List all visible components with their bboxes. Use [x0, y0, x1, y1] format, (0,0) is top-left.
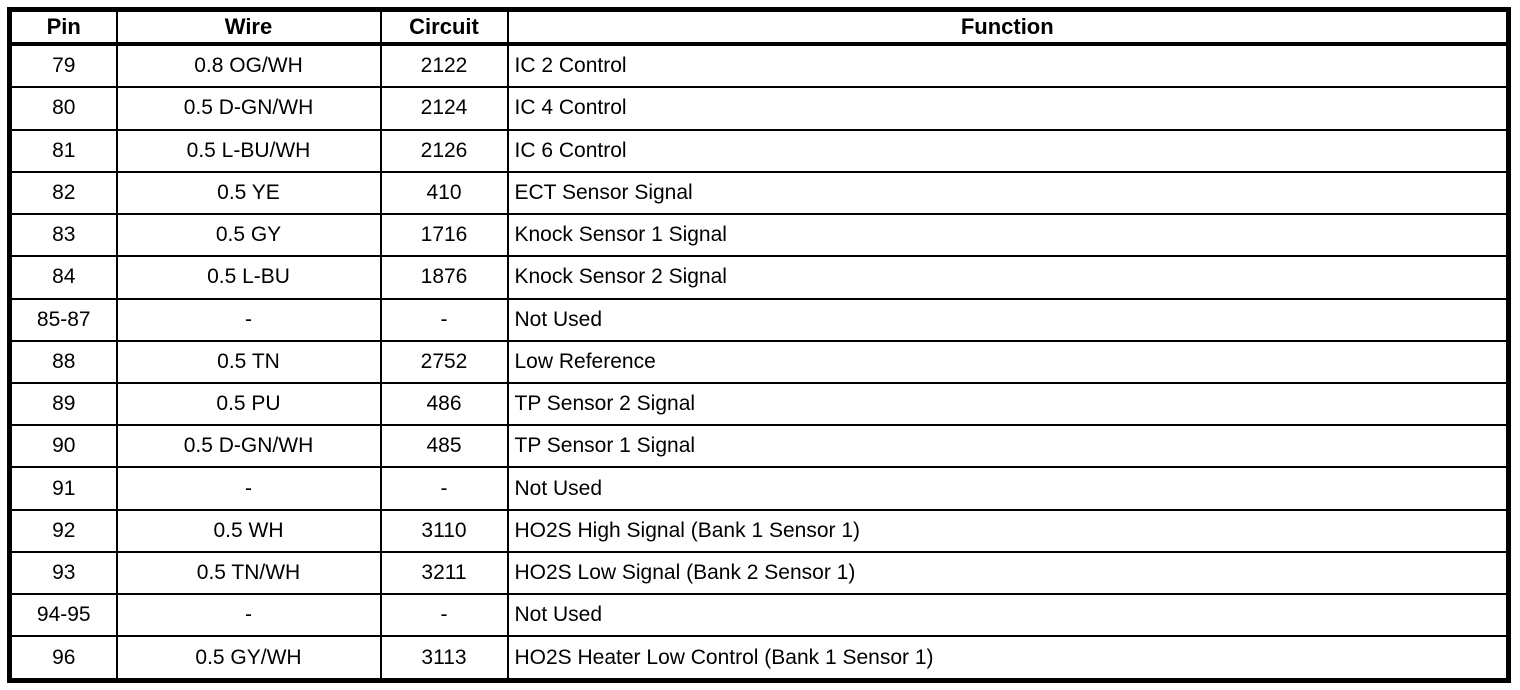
function-cell: Not Used [506, 593, 1510, 638]
function-cell: TP Sensor 2 Signal [506, 381, 1510, 427]
wire-cell: 0.8 OG/WH [115, 42, 382, 89]
wire-cell: 0.5 WH [115, 508, 382, 553]
function-cell: Not Used [506, 297, 1510, 342]
pin-cell: 80 [8, 86, 118, 131]
table-row: 93 0.5 TN/WH 3211 HO2S Low Signal (Bank … [8, 550, 1510, 596]
wire-cell: 0.5 D-GN/WH [115, 86, 382, 131]
function-cell: IC 6 Control [506, 128, 1510, 173]
table-row: 96 0.5 GY/WH 3113 HO2S Heater Low Contro… [8, 635, 1510, 682]
pin-cell: 81 [8, 128, 118, 173]
table-row: 80 0.5 D-GN/WH 2124 IC 4 Control [8, 86, 1510, 131]
pin-cell: 79 [8, 42, 118, 89]
pin-cell: 84 [8, 255, 118, 300]
circuit-cell: - [379, 593, 509, 638]
wire-cell: 0.5 GY [115, 213, 382, 258]
circuit-cell: - [379, 466, 509, 511]
circuit-cell: 2124 [379, 86, 509, 131]
circuit-cell: 3113 [379, 635, 509, 682]
pin-cell: 89 [8, 381, 118, 427]
function-cell: HO2S High Signal (Bank 1 Sensor 1) [506, 508, 1510, 553]
function-cell: Knock Sensor 1 Signal [506, 213, 1510, 258]
circuit-cell: 1716 [379, 213, 509, 258]
wire-cell: - [115, 593, 382, 638]
wire-cell: 0.5 TN/WH [115, 550, 382, 596]
pinout-table: Pin Wire Circuit Function 79 0.8 OG/WH 2… [7, 7, 1511, 683]
table-row: 83 0.5 GY 1716 Knock Sensor 1 Signal [8, 213, 1510, 258]
function-cell: ECT Sensor Signal [506, 170, 1510, 216]
table-row: 79 0.8 OG/WH 2122 IC 2 Control [8, 42, 1510, 89]
wire-cell: - [115, 466, 382, 511]
function-cell: IC 4 Control [506, 86, 1510, 131]
function-cell: Low Reference [506, 339, 1510, 385]
wire-cell: 0.5 YE [115, 170, 382, 216]
wire-cell: - [115, 297, 382, 342]
circuit-cell: 486 [379, 381, 509, 427]
table-row: 94-95 - - Not Used [8, 593, 1510, 638]
function-cell: HO2S Low Signal (Bank 2 Sensor 1) [506, 550, 1510, 596]
pin-cell: 92 [8, 508, 118, 553]
wire-cell: 0.5 L-BU [115, 255, 382, 300]
table-row: 88 0.5 TN 2752 Low Reference [8, 339, 1510, 385]
circuit-cell: 2122 [379, 42, 509, 89]
pin-cell: 88 [8, 339, 118, 385]
table-row: 85-87 - - Not Used [8, 297, 1510, 342]
circuit-cell: 2126 [379, 128, 509, 173]
pin-cell: 96 [8, 635, 118, 682]
column-header-wire: Wire [115, 8, 382, 46]
pin-cell: 94-95 [8, 593, 118, 638]
circuit-cell: 3110 [379, 508, 509, 553]
header-row: Pin Wire Circuit Function [8, 8, 1510, 46]
table-row: 82 0.5 YE 410 ECT Sensor Signal [8, 170, 1510, 216]
pin-cell: 83 [8, 213, 118, 258]
wire-cell: 0.5 D-GN/WH [115, 424, 382, 469]
function-cell: IC 2 Control [506, 42, 1510, 89]
function-cell: HO2S Heater Low Control (Bank 1 Sensor 1… [506, 635, 1510, 682]
pin-cell: 82 [8, 170, 118, 216]
table-row: 90 0.5 D-GN/WH 485 TP Sensor 1 Signal [8, 424, 1510, 469]
pin-cell: 91 [8, 466, 118, 511]
column-header-pin: Pin [8, 8, 118, 46]
wire-cell: 0.5 TN [115, 339, 382, 385]
circuit-cell: 410 [379, 170, 509, 216]
wire-cell: 0.5 GY/WH [115, 635, 382, 682]
pin-cell: 85-87 [8, 297, 118, 342]
circuit-cell: 3211 [379, 550, 509, 596]
table-header: Pin Wire Circuit Function [8, 8, 1510, 46]
circuit-cell: 485 [379, 424, 509, 469]
wire-cell: 0.5 L-BU/WH [115, 128, 382, 173]
function-cell: TP Sensor 1 Signal [506, 424, 1510, 469]
table-row: 89 0.5 PU 486 TP Sensor 2 Signal [8, 381, 1510, 427]
circuit-cell: 2752 [379, 339, 509, 385]
pin-cell: 90 [8, 424, 118, 469]
column-header-circuit: Circuit [379, 8, 509, 46]
table-body: 79 0.8 OG/WH 2122 IC 2 Control 80 0.5 D-… [8, 42, 1510, 682]
table-row: 92 0.5 WH 3110 HO2S High Signal (Bank 1 … [8, 508, 1510, 553]
circuit-cell: 1876 [379, 255, 509, 300]
circuit-cell: - [379, 297, 509, 342]
table-row: 91 - - Not Used [8, 466, 1510, 511]
wire-cell: 0.5 PU [115, 381, 382, 427]
pin-cell: 93 [8, 550, 118, 596]
table-row: 84 0.5 L-BU 1876 Knock Sensor 2 Signal [8, 255, 1510, 300]
function-cell: Not Used [506, 466, 1510, 511]
function-cell: Knock Sensor 2 Signal [506, 255, 1510, 300]
table-row: 81 0.5 L-BU/WH 2126 IC 6 Control [8, 128, 1510, 173]
column-header-function: Function [506, 8, 1510, 46]
